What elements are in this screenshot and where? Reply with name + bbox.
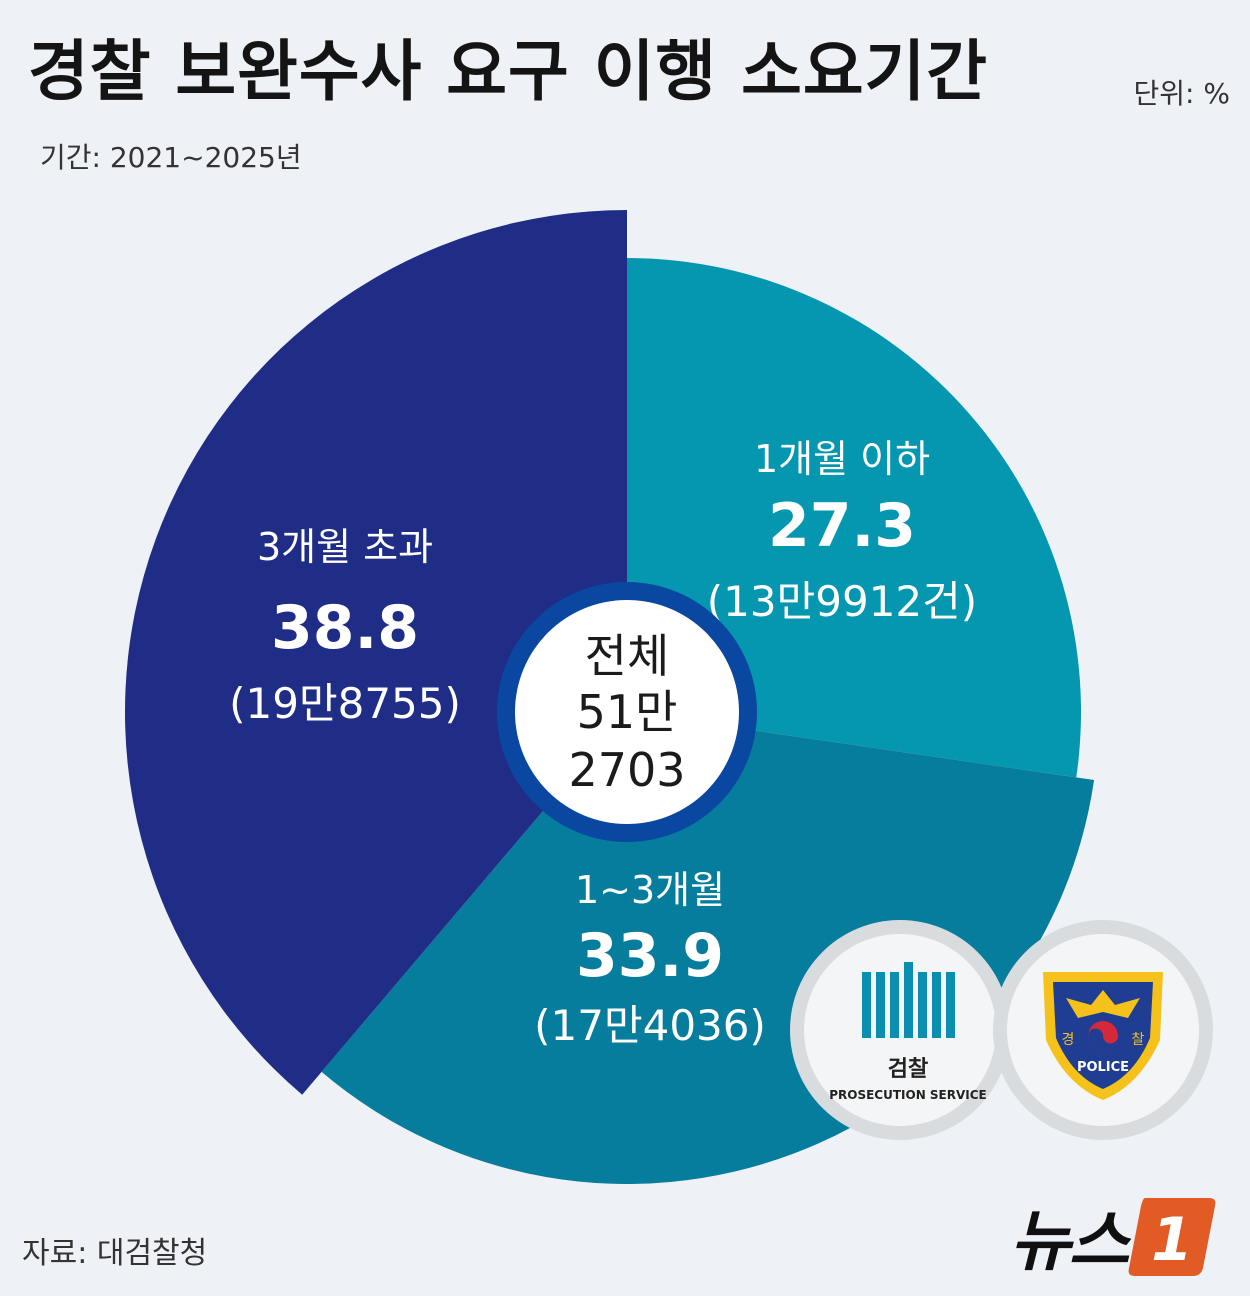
police-korean-left: 경	[1062, 1032, 1075, 1048]
brand-mark-icon: 1	[1129, 1198, 1216, 1276]
slice-name-label-1: 1개월 이하	[754, 437, 930, 481]
news1-logo: 뉴스 1	[1010, 1188, 1217, 1284]
police-korean-right: 찰	[1132, 1032, 1145, 1048]
brand-mark-text: 1	[1152, 1205, 1194, 1275]
slice-name-label-2: 1~3개월	[575, 868, 725, 912]
center-group: 전체 51만 2703	[497, 582, 757, 842]
prosecution-korean-label: 검찰	[888, 1057, 928, 1082]
center-value-line2: 2703	[568, 743, 685, 797]
center-label: 전체	[585, 629, 670, 683]
slice-count-label-2: (17만4036)	[534, 1001, 766, 1050]
source-label: 자료: 대검찰청	[22, 1236, 208, 1271]
slice-value-label-1: 27.3	[768, 491, 916, 561]
chart-title: 경찰 보완수사 요구 이행 소요기간	[28, 33, 988, 110]
pie-slice-3	[125, 210, 628, 1095]
slice-count-label-1: (13만9912건)	[707, 577, 977, 626]
eagle-icon	[1066, 990, 1140, 1018]
police-badge: 경 찰 POLICE	[993, 920, 1213, 1140]
brand-text: 뉴스	[1010, 1203, 1129, 1280]
slice-value-label-3: 38.8	[271, 593, 419, 663]
period-label: 기간: 2021~2025년	[40, 141, 302, 174]
slice-label-group: 1개월 이하 27.3 (13만9912건) 1~3개월 33.9 (17만4036) 3개…	[229, 437, 977, 1050]
pie-slice-1	[627, 258, 1081, 778]
taeguk-blue	[1088, 1028, 1118, 1051]
slice-name-label-3: 3개월 초과	[257, 525, 433, 569]
prosecution-emblem-icon	[862, 962, 955, 1038]
police-english-label: POLICE	[1077, 1060, 1129, 1075]
prosecution-english-label: PROSECUTION SERVICE	[829, 1088, 987, 1102]
unit-label: 단위: %	[1133, 77, 1230, 110]
prosecution-badge: 검찰 PROSECUTION SERVICE	[790, 920, 1010, 1140]
center-value-line1: 51만	[577, 685, 678, 739]
center-disc	[515, 600, 739, 824]
slice-value-label-2: 33.9	[576, 921, 724, 991]
slice-count-label-3: (19만8755)	[229, 679, 461, 728]
